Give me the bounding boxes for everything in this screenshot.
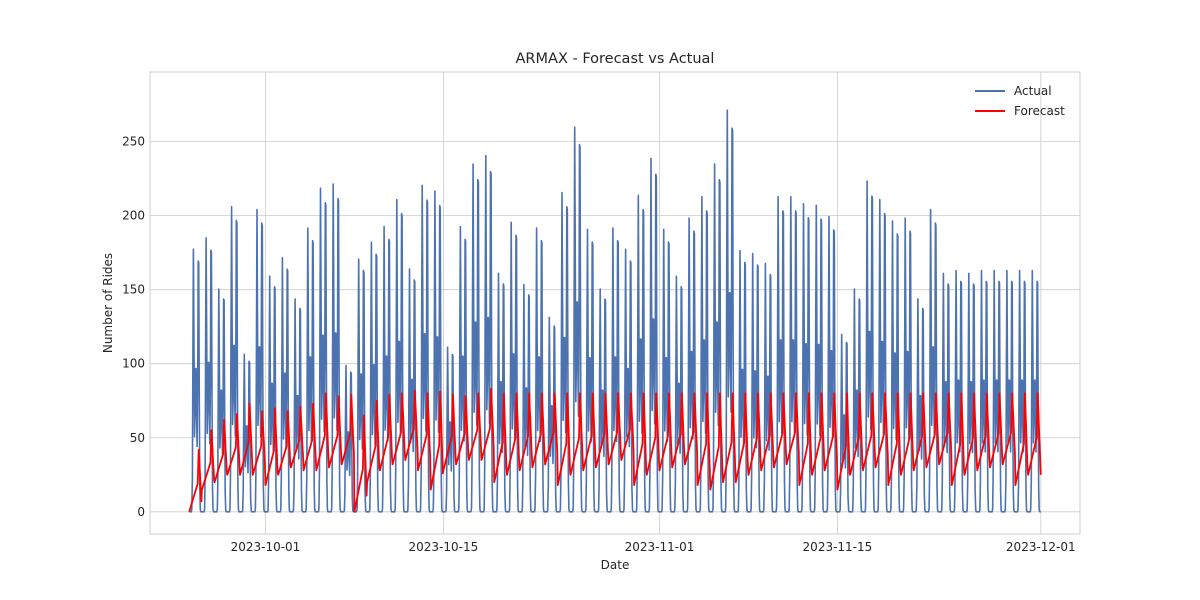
chart-title: ARMAX - Forecast vs Actual	[516, 51, 715, 67]
y-tick-label: 150	[122, 283, 145, 297]
legend: Actual Forecast	[975, 84, 1065, 118]
y-tick-label: 250	[122, 135, 145, 149]
series-line-actual	[188, 109, 1042, 513]
x-tick-label: 2023-11-15	[803, 540, 873, 554]
series-line-forecast	[188, 387, 1042, 513]
legend-label-forecast: Forecast	[1014, 104, 1065, 118]
tick-labels: 0 50 100 150 200 250 2023-10-01 2023-10-15 2023-…	[122, 135, 1076, 554]
x-tick-label: 2023-10-15	[409, 540, 479, 554]
series-layer	[188, 109, 1042, 513]
y-tick-label: 0	[137, 505, 145, 519]
y-tick-label: 100	[122, 357, 145, 371]
legend-label-actual: Actual	[1014, 84, 1052, 98]
y-tick-label: 50	[130, 431, 145, 445]
y-axis-label: Number of Rides	[101, 253, 115, 353]
x-tick-label: 2023-11-01	[625, 540, 695, 554]
y-tick-label: 200	[122, 209, 145, 223]
x-tick-label: 2023-10-01	[231, 540, 301, 554]
x-axis-label: Date	[601, 558, 630, 572]
x-tick-label: 2023-12-01	[1006, 540, 1076, 554]
